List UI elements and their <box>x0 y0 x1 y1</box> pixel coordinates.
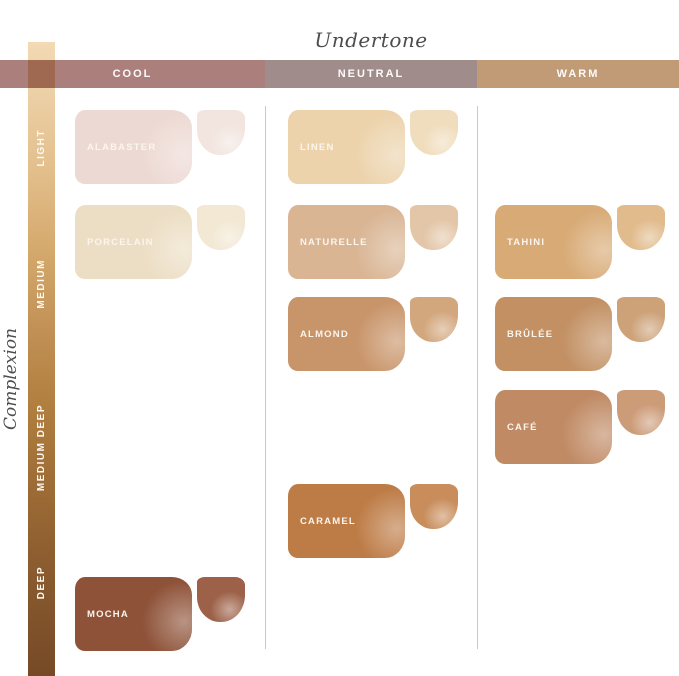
shade-drop <box>197 205 245 250</box>
complexion-label-medium-deep: MEDIUM DEEP <box>36 404 47 492</box>
undertone-segment-warm-label: WARM <box>556 68 600 80</box>
column-divider-cool-neutral <box>265 106 266 649</box>
shade-drop <box>410 484 458 529</box>
shade-swatch-café: CAFÉ <box>495 390 667 465</box>
shade-swatch-porcelain: PORCELAIN <box>75 205 247 280</box>
shade-drop <box>197 110 245 155</box>
shade-smear <box>75 577 192 651</box>
shade-smear <box>288 205 405 279</box>
shade-name-label: PORCELAIN <box>87 236 154 248</box>
shade-swatch-brûlée: BRÛLÉE <box>495 297 667 372</box>
undertone-segment-neutral-label: NEUTRAL <box>337 68 405 80</box>
shade-name-label: BRÛLÉE <box>507 328 554 340</box>
complexion-axis-title: Complexion <box>1 328 21 430</box>
shade-swatch-almond: ALMOND <box>288 297 460 372</box>
shade-name-label: CARAMEL <box>300 515 356 527</box>
shade-drop <box>617 390 665 435</box>
shade-name-label: LINEN <box>300 141 335 153</box>
undertone-segment-cool-label: COOL <box>112 68 153 80</box>
shade-drop <box>617 205 665 250</box>
axis-intersection <box>28 60 55 88</box>
undertone-header-bar: COOL NEUTRAL WARM <box>0 60 679 88</box>
shade-smear <box>75 205 192 279</box>
shade-smear <box>75 110 192 184</box>
undertone-segment-neutral: NEUTRAL <box>265 60 477 88</box>
shade-name-label: MOCHA <box>87 608 129 620</box>
complexion-label-light: LIGHT <box>36 129 47 167</box>
complexion-gradient-bar <box>28 42 55 676</box>
shade-smear <box>288 297 405 371</box>
complexion-label-medium: MEDIUM <box>36 259 47 309</box>
shade-smear <box>495 390 612 464</box>
shade-smear <box>288 110 405 184</box>
column-divider-neutral-warm <box>477 106 478 649</box>
shade-swatch-alabaster: ALABASTER <box>75 110 247 185</box>
shade-name-label: ALMOND <box>300 328 349 340</box>
shade-drop <box>410 205 458 250</box>
shade-swatch-mocha: MOCHA <box>75 577 247 652</box>
shade-name-label: NATURELLE <box>300 236 368 248</box>
shade-swatch-tahini: TAHINI <box>495 205 667 280</box>
shade-drop <box>617 297 665 342</box>
shade-name-label: ALABASTER <box>87 141 157 153</box>
shade-swatch-linen: LINEN <box>288 110 460 185</box>
shade-name-label: CAFÉ <box>507 421 538 433</box>
shade-swatch-naturelle: NATURELLE <box>288 205 460 280</box>
shade-drop <box>410 110 458 155</box>
shade-drop <box>410 297 458 342</box>
shade-name-label: TAHINI <box>507 236 546 248</box>
shade-drop <box>197 577 245 622</box>
complexion-label-deep: DEEP <box>36 566 47 600</box>
shade-smear <box>288 484 405 558</box>
shade-swatch-caramel: CARAMEL <box>288 484 460 559</box>
undertone-segment-warm: WARM <box>477 60 679 88</box>
undertone-axis-title: Undertone <box>314 28 428 52</box>
shade-smear <box>495 205 612 279</box>
shade-smear <box>495 297 612 371</box>
